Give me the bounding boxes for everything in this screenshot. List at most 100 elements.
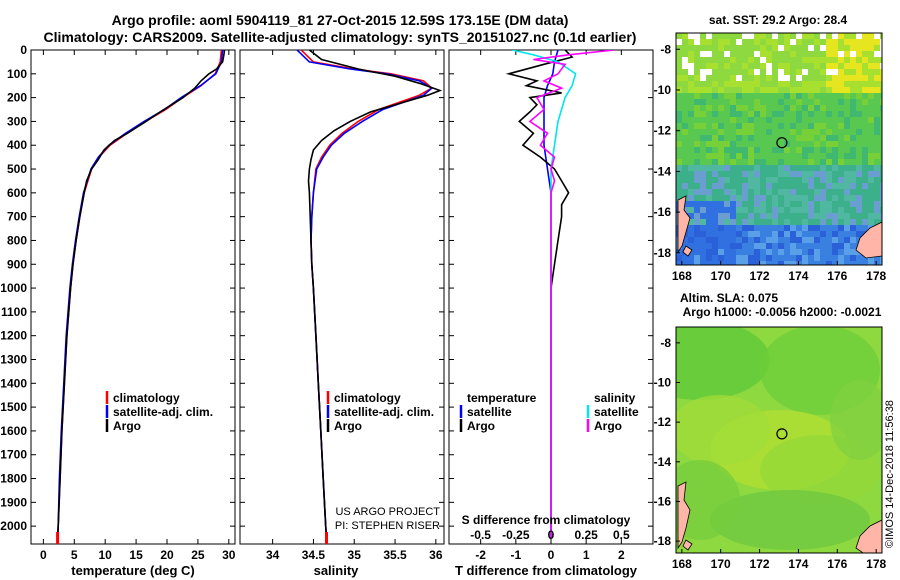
map-x-tick-label: 176 [827,557,847,571]
sst-cell [874,87,880,93]
sst-cell [856,129,862,135]
sst-cell [772,33,778,39]
sst-cell [754,111,760,117]
sst-cell [766,261,772,265]
sst-cell [748,141,754,147]
x-tick-label: 35 [348,548,362,562]
sst-cell [730,267,736,273]
sst-map-frame [675,32,883,266]
sst-cell [706,81,712,87]
depth-tick-label: 1800 [0,472,27,486]
sst-cell [850,63,856,69]
sst-cell [754,63,760,69]
sst-cell [820,183,826,189]
sst-cell [724,219,730,225]
sst-cell [718,231,724,237]
sst-cell [856,171,862,177]
sst-cell [838,207,844,213]
sst-cell [730,33,736,39]
sst-cell [688,147,694,153]
sst-cell [862,177,868,183]
sst-cell [844,153,850,159]
sst-cell [850,243,856,249]
sst-cell [712,111,718,117]
sst-cell [796,141,802,147]
sst-cell [706,183,712,189]
sst-cell [874,57,880,63]
sst-cell [676,111,682,117]
sst-cell [766,225,772,231]
sst-cell [694,159,700,165]
sst-cell [856,105,862,111]
sst-cell [868,177,874,183]
sst-cell [856,57,862,63]
sst-cell [802,129,808,135]
sst-cell [712,123,718,129]
sst-cell [730,45,736,51]
sst-cell [850,57,856,63]
sst-cell [802,141,808,147]
sst-cell [826,111,832,117]
sst-cell [880,51,882,57]
map-y-tick-label: -12 [654,415,672,429]
sst-cell [832,201,838,207]
sst-cell [838,231,844,237]
sst-cell [700,267,706,273]
sst-cell [766,93,772,99]
sst-cell [718,147,724,153]
sst-cell [820,123,826,129]
sst-cell [826,93,832,99]
sst-cell [790,261,796,265]
sst-cell [766,99,772,105]
sst-cell [796,123,802,129]
sst-cell [724,111,730,117]
sst-cell [838,45,844,51]
sst-cell [790,219,796,225]
sst-cell [778,219,784,225]
sst-cell [784,237,790,243]
sst-cell [790,183,796,189]
sst-cell [784,153,790,159]
sst-cell [880,111,882,117]
sst-cell [784,87,790,93]
sst-cell [682,93,688,99]
sst-cell [838,93,844,99]
sst-cell [814,111,820,117]
sst-cell [712,219,718,225]
sst-cell [724,225,730,231]
sst-cell [838,69,844,75]
sst-cell [880,207,882,213]
sst-cell [730,63,736,69]
sst-cell [784,255,790,261]
sst-cell [682,153,688,159]
sst-cell [754,231,760,237]
sst-cell [826,105,832,111]
legend-t-argo-label: Argo [467,419,495,433]
sst-cell [868,99,874,105]
sst-cell [880,75,882,81]
sst-cell [868,189,874,195]
sst-cell [766,87,772,93]
sst-cell [838,33,844,39]
sst-cell [808,57,814,63]
sst-cell [724,69,730,75]
sst-cell [772,75,778,81]
sst-cell [808,219,814,225]
sst-cell [700,39,706,45]
sst-cell [838,237,844,243]
sst-cell [724,207,730,213]
sst-cell [778,261,784,265]
sst-cell [748,153,754,159]
sst-cell [748,33,754,39]
sst-cell [730,207,736,213]
sst-cell [874,165,880,171]
sst-cell [688,141,694,147]
sst-cell [790,249,796,255]
sst-cell [754,51,760,57]
sst-cell [844,207,850,213]
sst-cell [856,225,862,231]
sst-cell [862,69,868,75]
sst-cell [856,195,862,201]
sst-cell [688,45,694,51]
sst-cell [748,75,754,81]
